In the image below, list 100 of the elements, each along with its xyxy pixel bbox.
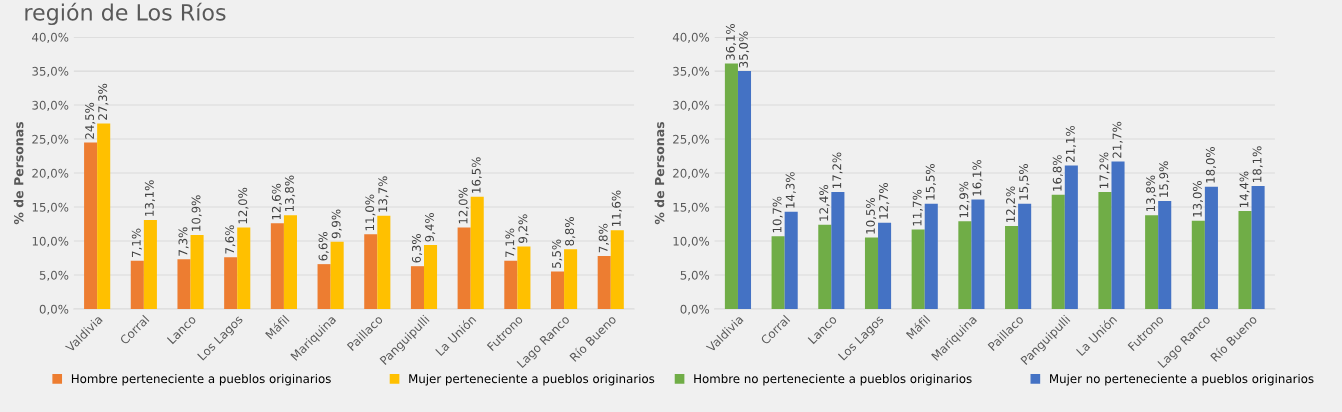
bar	[818, 224, 832, 309]
y-tick-label: 5,0%	[680, 270, 710, 281]
data-label: 10,7%	[772, 196, 783, 233]
data-label: 12,4%	[819, 185, 830, 221]
y-tick-label: 20,0%	[32, 168, 69, 179]
data-label: 11,7%	[912, 189, 923, 226]
bar	[724, 63, 738, 309]
data-label: 17,2%	[1099, 152, 1110, 188]
chart-title: región de Los Ríos	[25, 2, 226, 26]
bar	[1238, 211, 1252, 309]
bar	[1158, 200, 1172, 309]
bar	[517, 246, 531, 309]
data-label: 12,6%	[271, 183, 283, 220]
y-tick-label: 25,0%	[32, 134, 69, 145]
bar	[550, 271, 565, 309]
y-tick-label: 30,0%	[673, 100, 710, 111]
bar	[737, 71, 752, 309]
bar	[610, 230, 624, 309]
data-label: 12,0%	[458, 187, 469, 224]
data-label: 16,8%	[1052, 155, 1063, 191]
bar	[1204, 186, 1218, 309]
bar	[177, 259, 191, 309]
y-tick-label: 35,0%	[32, 66, 69, 77]
data-label: 6,3%	[411, 234, 423, 263]
bar	[958, 221, 972, 309]
data-label: 21,7%	[1112, 121, 1123, 158]
y-tick-label: 30,0%	[32, 100, 69, 111]
data-label: 12,0%	[238, 187, 249, 224]
y-tick-label: 20,0%	[673, 168, 710, 179]
bar	[911, 229, 925, 309]
data-label: 7,1%	[505, 228, 516, 257]
data-label: 17,2%	[832, 152, 843, 188]
data-label: 18,1%	[1252, 146, 1263, 182]
bar	[377, 215, 391, 309]
data-label: 10,5%	[865, 197, 877, 234]
data-label: 12,7%	[879, 183, 890, 219]
y-axis-title: % de Personas	[654, 122, 665, 225]
data-label: 12,9%	[959, 181, 970, 218]
data-label: 10,9%	[191, 195, 202, 231]
bar	[364, 234, 378, 309]
data-label: 7,6%	[225, 225, 236, 254]
data-label: 36,1%	[725, 23, 737, 60]
y-tick-label: 0,0%	[39, 304, 69, 315]
y-tick-label: 10,0%	[673, 236, 710, 247]
bar	[1051, 194, 1065, 309]
y-tick-label: 10,0%	[32, 236, 69, 247]
bar	[864, 237, 879, 309]
bar	[1005, 226, 1019, 309]
legend-label: Mujer no perteneciente a pueblos originarios	[1050, 374, 1314, 386]
data-label: 15,5%	[1019, 164, 1030, 200]
data-label: 24,5%	[85, 102, 96, 139]
bar	[1098, 192, 1112, 309]
data-label: 14,3%	[785, 172, 796, 208]
bar	[1145, 215, 1159, 309]
data-label: 7,1%	[131, 228, 142, 257]
data-label: 5,5%	[552, 239, 563, 268]
data-label: 11,0%	[365, 194, 376, 231]
data-label: 11,6%	[611, 190, 622, 227]
data-label: 27,3%	[98, 83, 109, 120]
bar	[597, 255, 611, 309]
data-label: 6,6%	[318, 232, 329, 261]
bar	[97, 123, 111, 309]
data-label: 13,7%	[378, 176, 389, 212]
data-label: 7,8%	[598, 223, 609, 253]
y-tick-label: 40,0%	[672, 32, 710, 43]
data-label: 13,8%	[284, 175, 296, 212]
bar	[771, 236, 785, 309]
bar	[330, 241, 344, 309]
bar	[504, 260, 518, 309]
legend-label: Mujer perteneciente a pueblos originarios	[409, 374, 655, 386]
data-label: 13,0%	[1192, 181, 1203, 217]
bar	[283, 215, 297, 309]
data-label: 16,5%	[471, 157, 482, 193]
data-label: 16,1%	[972, 159, 983, 196]
bar	[130, 260, 144, 309]
y-tick-label: 25,0%	[673, 134, 710, 145]
data-label: 7,3%	[178, 227, 189, 256]
bar	[270, 223, 284, 309]
y-tick-label: 0,0%	[680, 304, 710, 315]
bar	[410, 266, 424, 309]
bar	[317, 264, 331, 309]
y-tick-label: 15,0%	[32, 202, 69, 213]
bar	[224, 257, 238, 309]
y-tick-label: 40,0%	[32, 32, 69, 43]
data-label: 18,0%	[1205, 147, 1217, 183]
bar	[423, 245, 438, 309]
data-label: 13,1%	[144, 180, 156, 216]
bar	[564, 249, 578, 309]
data-label: 14,4%	[1239, 171, 1250, 208]
data-label: 9,4%	[425, 212, 436, 242]
data-label: 12,2%	[1006, 186, 1017, 222]
data-label: 15,9%	[1159, 161, 1170, 197]
data-label: 9,2%	[518, 214, 529, 243]
data-label: 9,9%	[331, 209, 342, 239]
bar	[1191, 220, 1205, 309]
bar	[784, 211, 798, 309]
bar	[1018, 203, 1032, 309]
bar	[1111, 161, 1125, 309]
data-label: 21,1%	[1065, 125, 1076, 162]
bar	[1251, 185, 1265, 309]
